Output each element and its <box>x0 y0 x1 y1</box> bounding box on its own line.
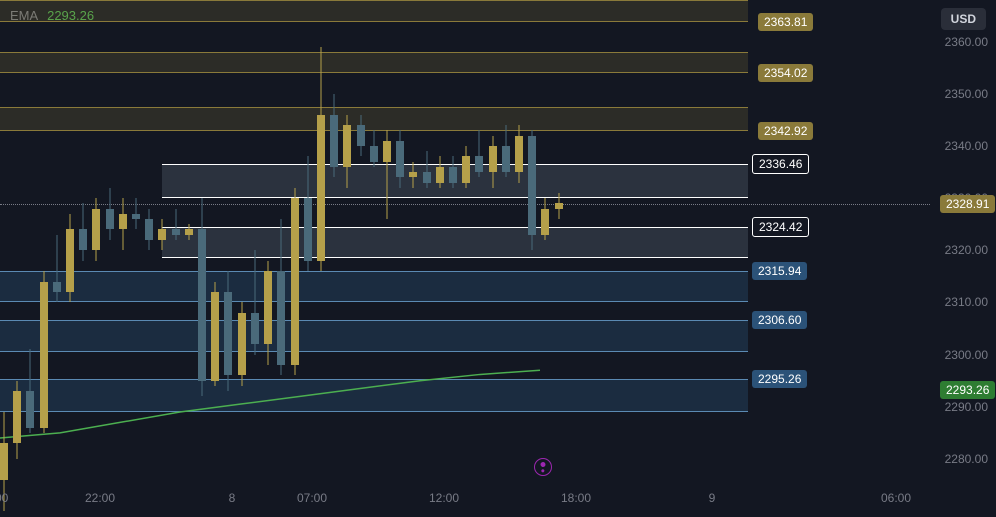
y-tick-label: 2310.00 <box>945 295 988 309</box>
price-label: 2342.92 <box>758 122 813 140</box>
price-zone <box>162 227 748 258</box>
x-tick-label: 22:00 <box>85 491 115 505</box>
price-zone <box>0 379 748 412</box>
chart-plot-area[interactable]: 2363.81 2354.02 2342.92 2336.46 2324.42 2315.… <box>0 0 930 485</box>
price-zone <box>0 320 748 352</box>
price-label: 2328.91 <box>940 195 995 213</box>
price-zone <box>0 0 748 22</box>
y-tick-label: 2290.00 <box>945 400 988 414</box>
x-tick-label: 12:00 <box>429 491 459 505</box>
price-label: 2336.46 <box>752 154 809 174</box>
price-label: 2306.60 <box>752 311 807 329</box>
price-label: 2293.26 <box>940 381 995 399</box>
price-label: 2295.26 <box>752 370 807 388</box>
price-label: 2363.81 <box>758 13 813 31</box>
x-tick-label: :00 <box>0 491 8 505</box>
y-tick-label: 2350.00 <box>945 87 988 101</box>
indicator-marker-icon <box>534 458 552 476</box>
y-tick-label: 2340.00 <box>945 139 988 153</box>
y-tick-label: 2280.00 <box>945 452 988 466</box>
x-tick-label: 07:00 <box>297 491 327 505</box>
price-zone <box>0 271 748 302</box>
y-tick-label: 2320.00 <box>945 243 988 257</box>
current-price-line <box>0 204 930 205</box>
price-zone <box>0 52 748 73</box>
x-tick-label: 9 <box>709 491 716 505</box>
y-tick-label: 2360.00 <box>945 35 988 49</box>
x-tick-label: 8 <box>229 491 236 505</box>
y-tick-label: 2300.00 <box>945 348 988 362</box>
x-axis: :00 22:00 8 07:00 12:00 18:00 9 06:00 <box>0 485 930 517</box>
x-tick-label: 18:00 <box>561 491 591 505</box>
price-label: 2354.02 <box>758 64 813 82</box>
price-label: 2315.94 <box>752 262 807 280</box>
price-label: 2324.42 <box>752 217 809 237</box>
chart-container: USD EMA 2293.26 2363.812354.022342.92233… <box>0 0 996 517</box>
price-zone <box>0 107 748 131</box>
x-tick-label: 06:00 <box>881 491 911 505</box>
y-axis: 2360.002350.002340.002330.002320.002310.… <box>930 0 996 485</box>
